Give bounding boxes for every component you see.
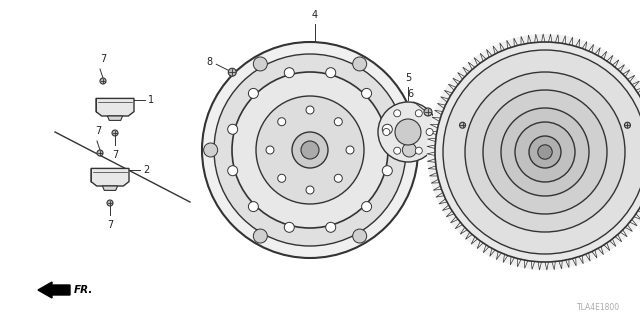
- Text: 5: 5: [405, 73, 411, 83]
- Circle shape: [483, 90, 607, 214]
- Circle shape: [278, 118, 285, 126]
- Circle shape: [232, 72, 388, 228]
- Circle shape: [204, 143, 218, 157]
- Circle shape: [538, 145, 552, 159]
- Circle shape: [515, 122, 575, 182]
- Circle shape: [248, 202, 259, 212]
- Circle shape: [248, 88, 259, 99]
- Circle shape: [107, 200, 113, 206]
- Circle shape: [202, 42, 418, 258]
- Circle shape: [326, 68, 336, 78]
- Text: FR.: FR.: [74, 285, 93, 295]
- Text: 9: 9: [583, 206, 589, 216]
- Circle shape: [403, 143, 417, 157]
- Text: 6: 6: [407, 89, 413, 99]
- Circle shape: [362, 202, 372, 212]
- Text: 1: 1: [148, 95, 154, 105]
- Polygon shape: [108, 116, 123, 120]
- Circle shape: [228, 124, 237, 134]
- Circle shape: [443, 50, 640, 254]
- Circle shape: [465, 72, 625, 232]
- Text: 2: 2: [143, 165, 149, 175]
- Circle shape: [228, 166, 237, 176]
- Circle shape: [112, 130, 118, 136]
- Circle shape: [214, 54, 406, 246]
- Circle shape: [435, 42, 640, 262]
- Circle shape: [278, 174, 285, 182]
- Circle shape: [284, 68, 294, 78]
- Circle shape: [394, 147, 401, 154]
- Text: 7: 7: [112, 150, 118, 160]
- Circle shape: [394, 110, 401, 117]
- Text: 7: 7: [107, 220, 113, 230]
- Circle shape: [460, 122, 465, 128]
- Circle shape: [378, 102, 438, 162]
- Circle shape: [501, 108, 589, 196]
- Text: 4: 4: [312, 10, 318, 20]
- Circle shape: [625, 122, 630, 128]
- Circle shape: [301, 141, 319, 159]
- Polygon shape: [96, 99, 134, 116]
- Circle shape: [266, 146, 274, 154]
- Circle shape: [395, 119, 421, 145]
- Circle shape: [426, 129, 433, 135]
- Circle shape: [382, 166, 392, 176]
- Circle shape: [326, 222, 336, 232]
- Circle shape: [253, 57, 268, 71]
- Text: 7: 7: [100, 54, 106, 64]
- Circle shape: [306, 186, 314, 194]
- Circle shape: [427, 34, 640, 270]
- Circle shape: [334, 118, 342, 126]
- Circle shape: [306, 106, 314, 114]
- Polygon shape: [91, 168, 129, 186]
- Circle shape: [353, 57, 367, 71]
- Circle shape: [256, 96, 364, 204]
- Circle shape: [100, 78, 106, 84]
- Circle shape: [529, 136, 561, 168]
- Circle shape: [382, 124, 392, 134]
- Circle shape: [284, 222, 294, 232]
- Circle shape: [346, 146, 354, 154]
- Circle shape: [228, 68, 236, 76]
- Text: TLA4E1800: TLA4E1800: [577, 303, 620, 312]
- Text: 8: 8: [206, 57, 212, 67]
- Circle shape: [292, 132, 328, 168]
- Circle shape: [362, 88, 372, 99]
- Circle shape: [424, 108, 432, 116]
- Circle shape: [97, 150, 103, 156]
- Circle shape: [383, 129, 390, 135]
- Circle shape: [353, 229, 367, 243]
- Circle shape: [415, 147, 422, 154]
- Text: 7: 7: [95, 126, 101, 136]
- Circle shape: [415, 110, 422, 117]
- Circle shape: [334, 174, 342, 182]
- Polygon shape: [102, 186, 118, 190]
- FancyArrow shape: [38, 282, 70, 298]
- Circle shape: [253, 229, 268, 243]
